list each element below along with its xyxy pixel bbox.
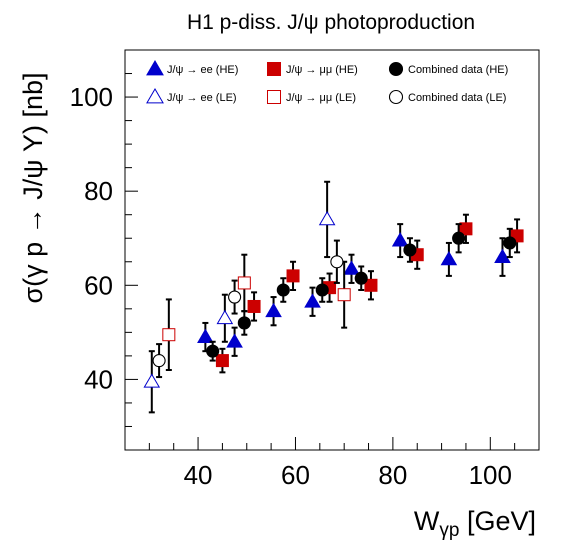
data-point xyxy=(265,302,282,318)
data-point xyxy=(391,232,409,247)
data-point xyxy=(440,250,458,266)
series-group xyxy=(143,180,336,414)
x-axis-label-main: W xyxy=(414,506,440,536)
data-point xyxy=(143,373,161,388)
data-point xyxy=(315,283,329,297)
data-point xyxy=(304,293,321,308)
y-axis-label: σ(γ p → J/ψ Y) [nb] xyxy=(18,73,48,304)
series-group xyxy=(152,239,344,379)
legend: J/ψ → ee (HE) J/ψ → μμ (HE) Combined data … xyxy=(146,59,508,105)
legend-marker xyxy=(267,90,281,104)
legend-label: J/ψ → ee (HE) xyxy=(167,64,238,76)
plot-area xyxy=(124,49,540,451)
plot-frame xyxy=(124,49,540,451)
x-tick-label: 100 xyxy=(469,460,512,490)
x-axis-label-sub: γp xyxy=(439,520,459,541)
legend-marker xyxy=(146,87,164,104)
x-tick-label: 60 xyxy=(281,460,310,490)
data-point xyxy=(228,290,242,304)
legend-label: J/ψ → μμ (HE) xyxy=(286,64,358,76)
data-points xyxy=(143,180,524,414)
axis-ticks xyxy=(125,49,540,451)
data-point xyxy=(276,283,290,297)
legend-label: J/ψ → μμ (LE) xyxy=(286,92,356,104)
legend-label: J/ψ → ee (LE) xyxy=(167,92,237,104)
data-point xyxy=(237,316,251,330)
data-point xyxy=(206,344,220,358)
x-axis-label: Wγp [GeV] xyxy=(414,506,536,541)
data-point xyxy=(494,248,511,263)
data-point xyxy=(216,309,234,325)
data-point xyxy=(403,243,417,257)
series-group xyxy=(215,213,524,374)
data-point xyxy=(197,328,214,343)
y-tick-label: 40 xyxy=(84,364,113,394)
x-tick-label: 40 xyxy=(184,460,213,490)
y-tick-label: 80 xyxy=(84,176,113,206)
data-point xyxy=(343,260,360,275)
x-axis-label-unit: [GeV] xyxy=(459,506,536,536)
data-point xyxy=(215,354,229,368)
data-point xyxy=(152,354,166,368)
axis-tick-labels: 40 60 80 100 40 60 80 100 xyxy=(70,82,512,490)
y-tick-label: 60 xyxy=(84,270,113,300)
data-point xyxy=(286,269,300,283)
data-point xyxy=(162,328,176,342)
legend-label: Combined data (LE) xyxy=(408,92,506,104)
data-point xyxy=(237,276,251,290)
y-tick-label: 100 xyxy=(70,82,113,112)
data-point xyxy=(452,231,466,245)
legend-marker xyxy=(267,62,281,76)
x-tick-label: 80 xyxy=(378,460,407,490)
data-point xyxy=(354,271,368,285)
data-point xyxy=(226,333,243,348)
legend-label: Combined data (HE) xyxy=(408,64,508,76)
data-point xyxy=(503,236,517,250)
legend-marker xyxy=(388,89,404,105)
legend-marker xyxy=(146,59,164,76)
data-point xyxy=(337,288,351,302)
data-point xyxy=(318,210,336,226)
data-point xyxy=(330,255,344,269)
legend-marker xyxy=(388,61,404,77)
data-point xyxy=(459,222,473,236)
data-point xyxy=(247,299,261,313)
data-point xyxy=(364,278,378,292)
series-group xyxy=(206,223,517,362)
chart-title: H1 p-diss. J/ψ photoproduction xyxy=(187,11,475,34)
